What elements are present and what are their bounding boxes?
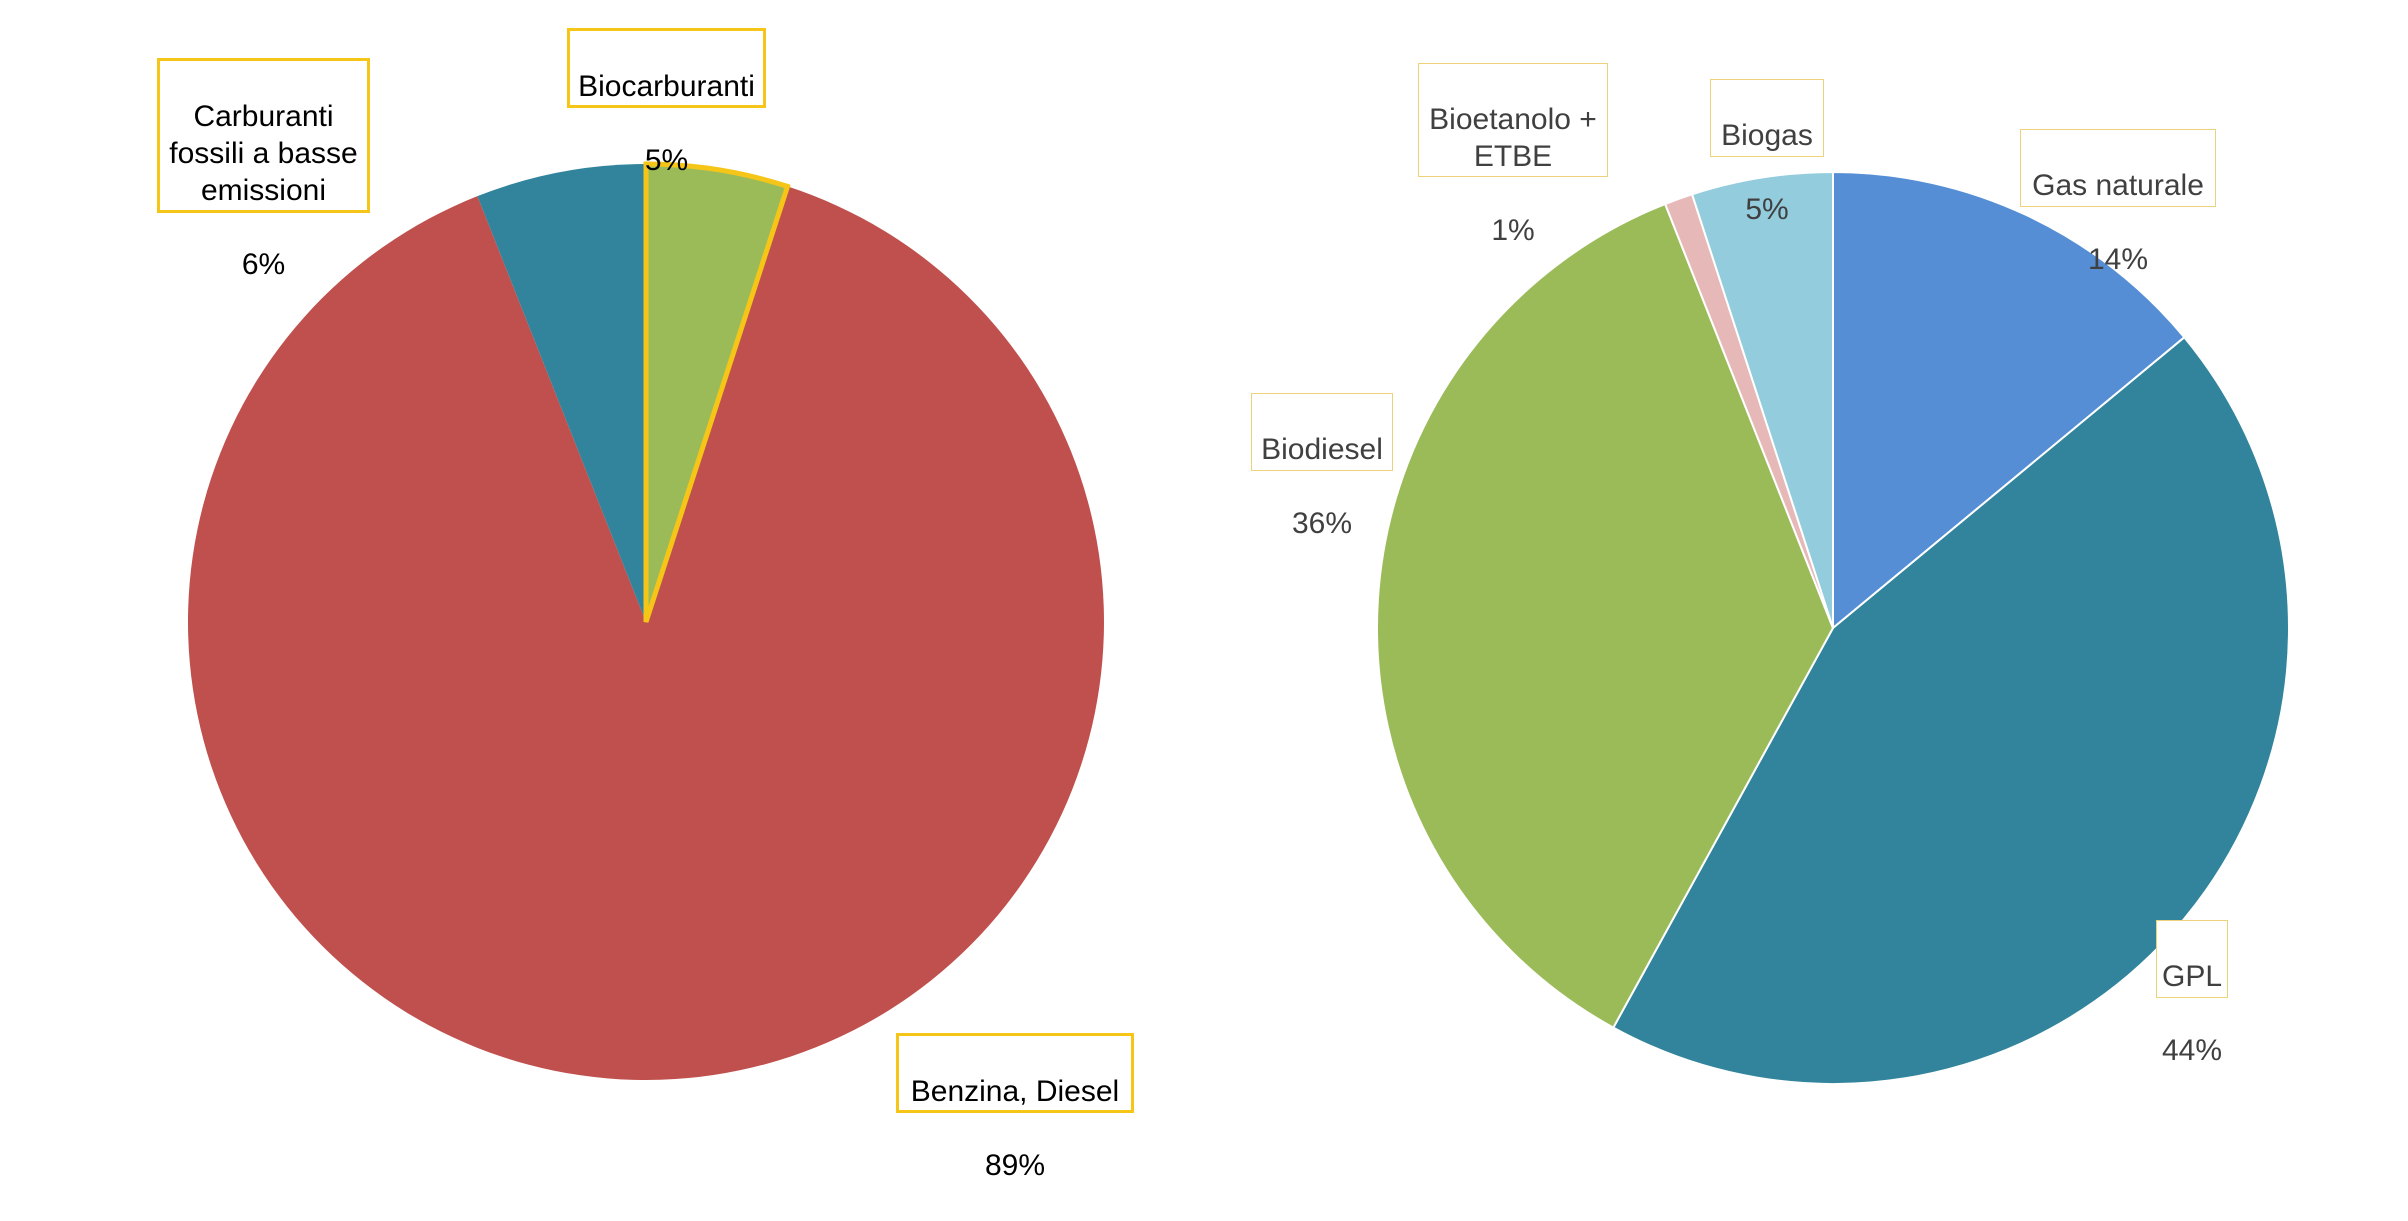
slice-label-name: Biogas bbox=[1721, 119, 1813, 152]
slice-label-biocarburanti: Biocarburanti 5% bbox=[567, 28, 766, 177]
pie-chart-left bbox=[187, 161, 1104, 1081]
slice-label-bioetanolo-etbe: Bioetanolo + ETBE 1% bbox=[1418, 63, 1608, 247]
slice-label-benzina-diesel: Benzina, Diesel 89% bbox=[896, 1033, 1134, 1182]
pie-slice-biodiesel bbox=[1376, 203, 1834, 1029]
slice-label-name: Biodiesel bbox=[1261, 433, 1383, 466]
slice-label-percent: 5% bbox=[644, 144, 689, 177]
slice-label-gpl: GPL 44% bbox=[2156, 920, 2228, 1067]
slice-label-percent: 1% bbox=[1491, 214, 1535, 247]
slice-label-percent: 89% bbox=[984, 1149, 1046, 1182]
pie-slice-gas-naturale bbox=[1832, 171, 2186, 629]
slice-label-percent: 6% bbox=[241, 248, 286, 281]
slice-label-percent: 36% bbox=[1291, 507, 1353, 540]
pie-slice-benzina-diesel bbox=[187, 186, 1104, 1081]
pie-slice-biogas bbox=[1691, 171, 1834, 629]
pie-slice-carburanti-fossili-a-basse-emissioni bbox=[477, 164, 646, 622]
slice-label-biodiesel: Biodiesel 36% bbox=[1251, 393, 1393, 540]
slice-label-percent: 5% bbox=[1745, 193, 1789, 226]
slice-label-carburanti-fossili-basse-emissioni: Carburanti fossili a basse emissioni 6% bbox=[157, 58, 370, 281]
pie-chart-right bbox=[1376, 171, 2290, 1086]
slice-label-gas-naturale: Gas naturale 14% bbox=[2020, 129, 2216, 276]
pie-slice-gpl bbox=[1612, 336, 2290, 1086]
slice-label-name: Biocarburanti bbox=[578, 70, 755, 103]
slice-label-name: Benzina, Diesel bbox=[910, 1075, 1120, 1108]
slice-label-percent: 14% bbox=[2087, 243, 2149, 276]
slice-label-name: GPL bbox=[2161, 960, 2223, 993]
slice-label-name: Gas naturale bbox=[2032, 169, 2204, 202]
slice-label-biogas: Biogas 5% bbox=[1710, 79, 1824, 226]
slice-label-name: Carburanti fossili a basse emissioni bbox=[169, 100, 358, 207]
slice-label-name: Bioetanolo + ETBE bbox=[1429, 103, 1597, 173]
slice-label-percent: 44% bbox=[2161, 1034, 2223, 1067]
pie-slice-highlight-biocarburanti bbox=[643, 161, 791, 623]
